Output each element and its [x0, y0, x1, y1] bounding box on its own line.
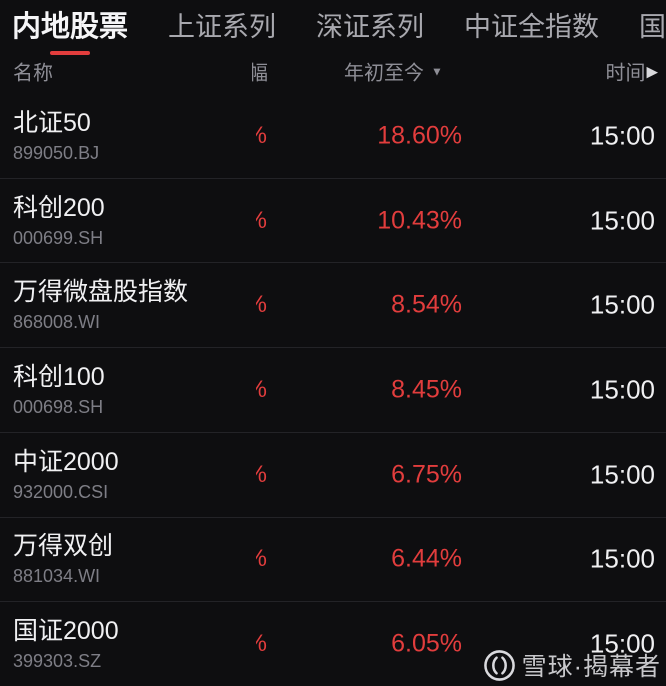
tab-label: 上证系列 [168, 11, 277, 42]
tab-szse-series[interactable]: 深证系列 [316, 5, 424, 44]
clipped-change-percent: % [256, 376, 267, 404]
quote-time: 15:00 [589, 374, 655, 405]
index-name: 北证50 [13, 108, 91, 137]
index-code: 932000.CSI [13, 481, 109, 502]
tab-clipped-right[interactable]: 国 [639, 5, 666, 44]
sort-caret-down-icon: ▼ [431, 64, 443, 78]
more-columns-arrow-icon: ▶ [646, 63, 658, 80]
quote-time: 15:00 [589, 205, 655, 236]
column-header-time[interactable]: 时间 ▶ [605, 57, 658, 86]
index-name-block: 国证2000 399303.SZ [13, 615, 119, 673]
index-name: 国证2000 [13, 617, 119, 646]
clipped-change-percent: % [256, 630, 267, 658]
index-name-block: 科创200 000699.SH [13, 192, 105, 250]
table-row[interactable]: 万得微盘股指数 868008.WI % 8.54% 15:00 [0, 263, 666, 349]
ytd-return-value: 10.43% [377, 206, 462, 235]
tab-label: 国 [639, 11, 666, 42]
market-tab-bar: 内地股票 上证系列 深证系列 中证全指数 国 [0, 0, 666, 55]
index-name-block: 北证50 899050.BJ [13, 107, 99, 165]
ytd-return-value: 8.54% [391, 290, 462, 319]
index-code: 000699.SH [13, 227, 104, 248]
table-header-row: 名称 幅 年初至今 ▼ 时间 ▶ [0, 48, 666, 94]
time-header-label: 时间 [605, 62, 646, 85]
index-name: 中证2000 [13, 447, 119, 476]
index-name: 科创100 [13, 363, 105, 392]
ytd-return-value: 8.45% [391, 375, 462, 404]
clipped-change-percent: % [256, 207, 267, 235]
table-row[interactable]: 国证2000 399303.SZ % 6.05% 15:00 [0, 602, 666, 686]
clipped-change-percent: % [256, 545, 267, 573]
index-name: 科创200 [13, 193, 105, 222]
active-tab-underline [50, 51, 90, 55]
quote-time: 15:00 [589, 628, 655, 659]
ytd-return-value: 6.75% [391, 460, 462, 489]
index-table: 北证50 899050.BJ % 18.60% 15:00 科创200 0006… [0, 94, 666, 686]
index-name-block: 万得微盘股指数 868008.WI [13, 276, 188, 334]
table-row[interactable]: 北证50 899050.BJ % 18.60% 15:00 [0, 94, 666, 179]
tab-label: 深证系列 [316, 11, 425, 42]
index-name-block: 中证2000 932000.CSI [13, 446, 119, 504]
quote-time: 15:00 [589, 289, 655, 320]
table-row[interactable]: 科创200 000699.SH % 10.43% 15:00 [0, 179, 666, 264]
clipped-change-header-glyph: 幅 [252, 62, 268, 85]
tab-label: 中证全指数 [464, 11, 600, 42]
ytd-return-value: 18.60% [377, 121, 462, 150]
table-row[interactable]: 万得双创 881034.WI % 6.44% 15:00 [0, 518, 666, 603]
tab-label: 内地股票 [12, 11, 129, 43]
tab-sse-series[interactable]: 上证系列 [168, 5, 276, 44]
clipped-change-percent: % [256, 461, 267, 489]
index-name: 万得双创 [13, 532, 114, 561]
tab-csi-all-index[interactable]: 中证全指数 [464, 5, 599, 44]
column-header-change-clipped[interactable]: 幅 [252, 57, 268, 86]
clipped-change-percent: % [256, 291, 267, 319]
quote-time: 15:00 [589, 120, 655, 151]
index-name-block: 科创100 000698.SH [13, 361, 105, 419]
index-name: 万得微盘股指数 [13, 278, 189, 307]
quote-time: 15:00 [589, 543, 655, 574]
ytd-return-value: 6.44% [391, 544, 462, 573]
column-header-ytd[interactable]: 年初至今 ▼ [344, 57, 443, 86]
table-row[interactable]: 中证2000 932000.CSI % 6.75% 15:00 [0, 433, 666, 518]
index-name-block: 万得双创 881034.WI [13, 530, 113, 588]
clipped-change-percent: % [256, 122, 267, 150]
column-header-name[interactable]: 名称 [13, 62, 53, 85]
ytd-header-label: 年初至今 [344, 62, 424, 85]
index-code: 000698.SH [13, 397, 104, 418]
index-code: 899050.BJ [13, 142, 100, 163]
quote-time: 15:00 [589, 459, 655, 490]
index-code: 399303.SZ [13, 651, 102, 672]
tab-mainland-stocks[interactable]: 内地股票 [12, 3, 129, 55]
index-code: 868008.WI [13, 312, 101, 333]
index-code: 881034.WI [13, 566, 101, 587]
table-row[interactable]: 科创100 000698.SH % 8.45% 15:00 [0, 348, 666, 433]
ytd-return-value: 6.05% [391, 629, 462, 658]
